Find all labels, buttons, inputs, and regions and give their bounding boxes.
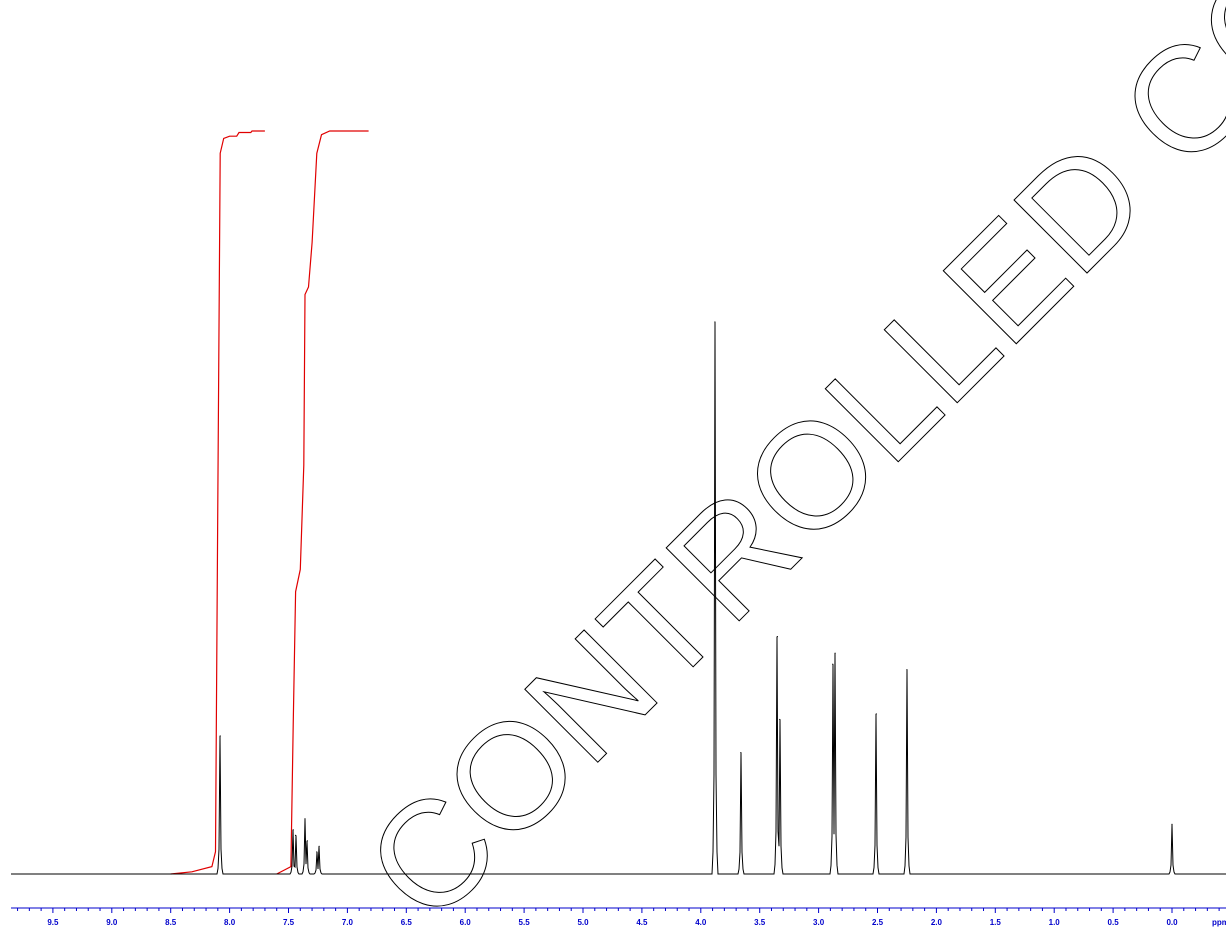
spectrum-peak-9 (776, 636, 778, 638)
spectrum-peak-0 (219, 735, 221, 737)
x-tick-label: 9.0 (106, 918, 118, 927)
x-tick-label: 5.5 (519, 918, 531, 927)
x-tick-label: 4.0 (695, 918, 707, 927)
spectrum-peak-7 (714, 321, 716, 323)
x-tick-label: 2.0 (931, 918, 943, 927)
x-tick-label: 0.5 (1108, 918, 1120, 927)
spectrum-peak-2 (294, 834, 297, 836)
ppm-axis: 9.5 9.0 8.5 8.0 7.5 7.0 6.5 6.0 5.5 5.0 4.5 4.0 3.5 3… (11, 907, 1226, 927)
x-tick-label: 2.5 (872, 918, 884, 927)
spectrum-peak-6 (318, 845, 320, 848)
x-tick-label: 5.0 (577, 918, 589, 927)
integral-curve-1 (276, 130, 369, 875)
spectrum-peak-13 (875, 713, 877, 715)
x-tick-label: 7.0 (342, 918, 354, 927)
spectrum-peak-4 (306, 840, 308, 842)
x-tick-label: 9.5 (47, 918, 59, 927)
x-tick-label: 8.0 (224, 918, 236, 927)
x-tick-label: 1.5 (990, 918, 1002, 927)
x-tick-label: 8.5 (165, 918, 177, 927)
x-tick-label: 4.5 (636, 918, 648, 927)
integral-curves (170, 130, 369, 875)
x-tick-label: 7.5 (283, 918, 295, 927)
spectrum-peak-5 (316, 851, 318, 853)
spectrum-peak-8 (740, 751, 742, 754)
spectrum-peak-12 (834, 652, 836, 654)
spectrum-peak-11 (832, 663, 834, 665)
x-tick-label: 3.0 (813, 918, 825, 927)
spectrum-peak-3 (304, 818, 306, 820)
x-tick-label: 6.5 (401, 918, 413, 927)
x-tick-label: 3.5 (754, 918, 766, 927)
spectrum-trace (11, 321, 1226, 875)
x-tick-label: 1.0 (1049, 918, 1061, 927)
x-tick-label: 0.0 (1166, 918, 1178, 927)
spectrum-peak-15 (1171, 823, 1173, 825)
x-axis-label: ppm (1212, 918, 1226, 927)
spectrum-trace-group (11, 321, 1226, 875)
x-tick-label: 6.0 (460, 918, 472, 927)
integral-curve-0 (170, 130, 265, 875)
spectrum-peak-1 (292, 829, 294, 831)
spectrum-peak-14 (906, 669, 908, 671)
spectrum-peak-10 (779, 718, 781, 721)
